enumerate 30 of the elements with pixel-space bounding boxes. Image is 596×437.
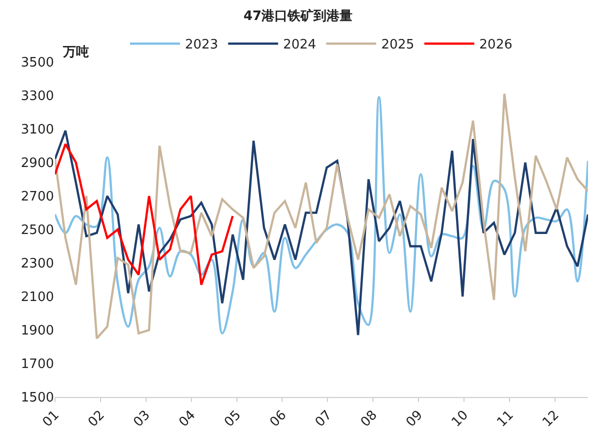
y-tick-label: 2700 (20, 190, 54, 205)
x-tick-label: 03 (131, 408, 154, 430)
y-tick-label: 2500 (20, 223, 54, 238)
y-tick-label: 3100 (20, 122, 54, 138)
y-tick-label: 1900 (20, 324, 54, 339)
x-tick-label: 01 (40, 408, 62, 430)
y-tick-label: 2100 (20, 290, 54, 306)
legend-label: 2025 (381, 38, 414, 53)
x-tick-label: 11 (494, 408, 517, 430)
x-tick-label: 12 (540, 408, 562, 430)
y-tick-label: 2300 (20, 256, 54, 272)
y-tick-label: 1700 (20, 357, 54, 372)
legend-label: 2023 (185, 38, 218, 53)
x-tick-label: 08 (358, 408, 380, 430)
y-axis-title: 万吨 (62, 45, 89, 60)
x-tick-label: 09 (404, 408, 426, 430)
chart-title: 47港口铁矿到港量 (243, 8, 353, 24)
y-tick-label: 3500 (20, 56, 54, 71)
x-tick-label: 06 (267, 408, 290, 430)
y-tick-label: 1500 (20, 390, 54, 406)
x-tick-label: 02 (86, 408, 108, 430)
legend-label: 2024 (283, 38, 316, 53)
x-tick-label: 05 (222, 408, 244, 430)
y-tick-label: 2900 (20, 156, 54, 172)
x-tick-label: 07 (312, 408, 336, 430)
y-tick-label: 3300 (20, 89, 54, 104)
x-tick-label: 10 (449, 408, 472, 430)
line-series (55, 142, 234, 286)
legend-label: 2026 (479, 38, 512, 53)
x-tick-label: 04 (176, 408, 199, 430)
